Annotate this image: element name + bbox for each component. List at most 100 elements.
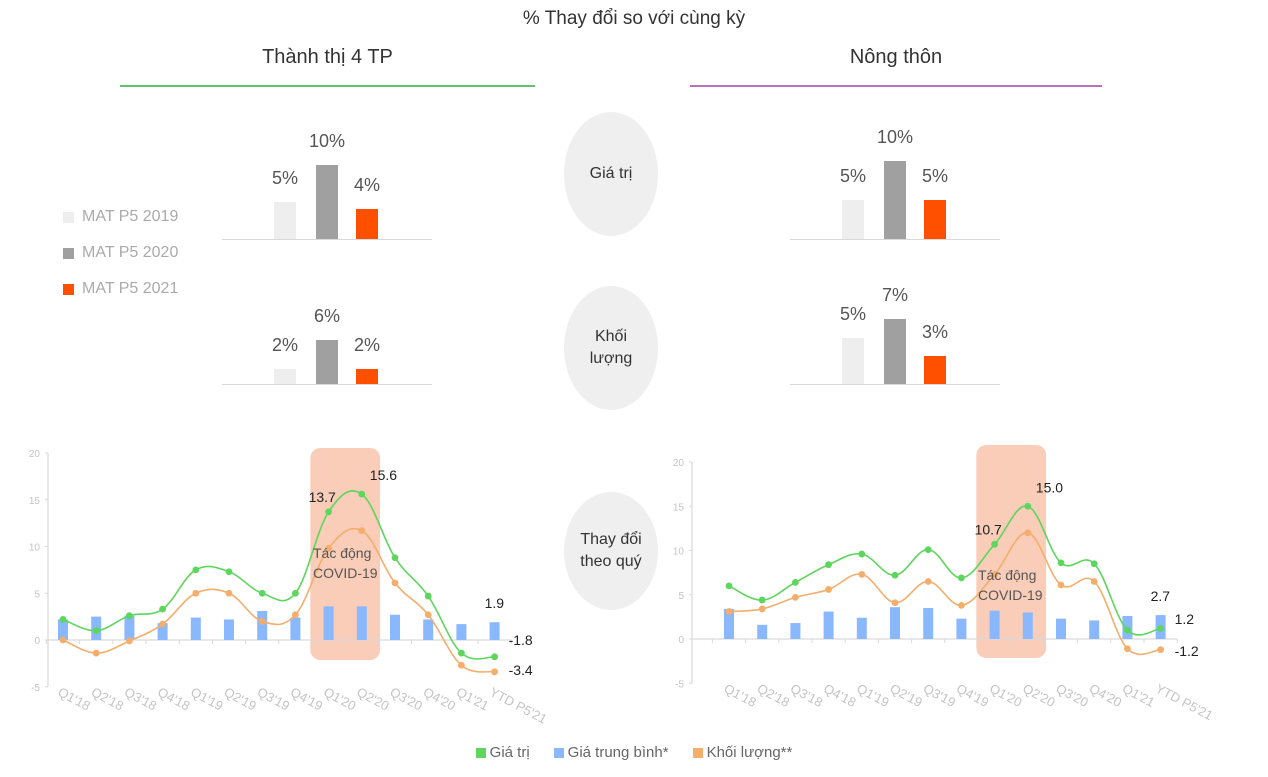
bar-chart-rural-volume: 5% 7% 3%: [790, 265, 1000, 385]
bar-baseline: [790, 384, 1000, 385]
data-label: -1.2: [1175, 643, 1199, 659]
bar-baseline: [790, 239, 1000, 240]
volume-point: [858, 570, 866, 578]
covid-highlight-box: [976, 445, 1047, 658]
volume-point: [1090, 578, 1098, 585]
data-label: 13.7: [309, 489, 336, 505]
region-title-urban: Thành thị 4 TP: [262, 46, 393, 68]
legend-swatch-2020: [63, 247, 74, 259]
x-tick-label: Q2'19: [888, 681, 925, 710]
x-tick-label: Q1'18: [722, 681, 759, 710]
volume-point: [1057, 581, 1065, 589]
x-tick-label: Q2'18: [755, 681, 792, 710]
y-tick-label: 5: [34, 589, 40, 600]
value-point: [125, 612, 133, 620]
value-point: [758, 596, 766, 604]
volume-point: [325, 544, 332, 552]
covid-annotation-line2: COVID-19: [978, 587, 1043, 603]
x-tick-label: Q1'21: [1120, 681, 1157, 710]
data-label: -3.4: [509, 662, 533, 678]
volume-point: [1124, 645, 1131, 653]
bar-mat-p5-2021: [356, 369, 378, 384]
legend-label-2019: MAT P5 2019: [82, 208, 179, 225]
series-label-avg-price: Giá trung bình*: [567, 744, 669, 761]
bar-baseline: [222, 384, 432, 385]
metric-circle-value: Giá trị: [564, 112, 658, 236]
line-chart-urban-quarterly: -5 0 5 10 15 20 Tác động COVID-19 13.7 15.6 1.9 -1.…: [29, 448, 549, 727]
volume-line: [62, 527, 495, 673]
series-swatch-value: [475, 747, 486, 758]
avg-price-bar: [489, 622, 500, 640]
x-tick-label: Q1'20: [321, 684, 358, 713]
metric-label-volume-line1: Khối: [594, 328, 628, 345]
bar-mat-p5-2020: [884, 161, 906, 239]
value-point: [192, 566, 200, 574]
value-point: [1057, 559, 1065, 567]
y-tick-label: 10: [29, 543, 41, 554]
bar-mat-p5-2021: [924, 356, 946, 384]
volume-point: [424, 611, 432, 619]
covid-annotation-line1: Tác động: [978, 567, 1036, 583]
bar-chart-urban-value: 5% 10% 4%: [222, 120, 432, 240]
metric-label-value: Giá trị: [589, 165, 633, 182]
value-point: [1024, 502, 1032, 510]
value-point: [92, 627, 100, 635]
avg-price-bar: [124, 615, 135, 640]
x-tick-label: Q4'18: [821, 681, 858, 710]
value-point: [1090, 560, 1098, 568]
legend-swatch-2021: [63, 283, 74, 295]
avg-price-bar: [890, 607, 900, 639]
series-legend-avg-price: Giá trung bình*: [553, 744, 669, 761]
volume-point: [891, 599, 899, 607]
value-point: [825, 561, 832, 569]
value-point: [458, 649, 465, 657]
avg-price-bar: [190, 617, 201, 640]
x-tick-label: Q2'20: [1020, 681, 1057, 710]
value-point: [858, 550, 866, 558]
volume-point: [758, 605, 766, 613]
bar-value-label: 2%: [271, 335, 298, 356]
volume-point: [192, 589, 200, 597]
bar-value-label: 7%: [881, 284, 908, 305]
avg-price-bar: [356, 606, 367, 640]
legend-item-2021: MAT P5 2021: [63, 271, 178, 307]
covid-annotation-line2: COVID-19: [313, 565, 378, 581]
avg-price-bar: [989, 610, 1000, 639]
series-legend-value: Giá trị: [475, 744, 530, 761]
volume-point: [92, 649, 100, 657]
y-tick-label: 0: [678, 635, 684, 646]
bar-mat-p5-2019: [842, 200, 864, 239]
bar-mat-p5-2019: [274, 369, 296, 384]
volume-point: [991, 570, 998, 578]
series-swatch-avg-price: [553, 747, 564, 758]
avg-price-bar: [1089, 620, 1100, 639]
series-swatch-volume: [692, 747, 703, 758]
avg-price-bar: [856, 617, 867, 639]
bar-mat-p5-2020: [316, 339, 338, 384]
bar-chart-urban-volume: 2% 6% 2%: [222, 280, 432, 385]
x-tick-label: Q2'20: [354, 684, 391, 713]
avg-price-bar: [1022, 612, 1033, 639]
value-point: [725, 582, 733, 590]
x-tick-label: Q4'20: [421, 684, 458, 713]
value-point: [59, 616, 67, 623]
series-legend: Giá trị Giá trung bình* Khối lượng**: [0, 744, 1268, 761]
data-label: 1.2: [1175, 611, 1195, 627]
volume-point: [225, 589, 233, 597]
volume-point: [358, 527, 366, 535]
x-tick-label: Q4'20: [1087, 681, 1124, 710]
x-tick-label: Q3'19: [255, 684, 292, 713]
value-point: [1157, 624, 1164, 632]
x-tick-label: Q1'19: [188, 684, 225, 713]
covid-annotation-line1: Tác động: [313, 545, 371, 561]
line-chart-rural-quarterly: -5 0 5 10 15 20 Tác động COVID-19 10.7 15.0 2.71.2…: [673, 445, 1215, 723]
volume-point: [491, 668, 498, 676]
bar-mat-p5-2021: [924, 200, 946, 239]
y-tick-label: 5: [678, 591, 684, 602]
avg-price-bar: [290, 617, 301, 640]
bar-value-label: 5%: [839, 303, 866, 324]
value-point: [258, 589, 266, 597]
avg-price-bar: [724, 608, 734, 639]
bar-value-label: 5%: [839, 166, 866, 186]
data-label: 15.0: [1036, 479, 1063, 495]
